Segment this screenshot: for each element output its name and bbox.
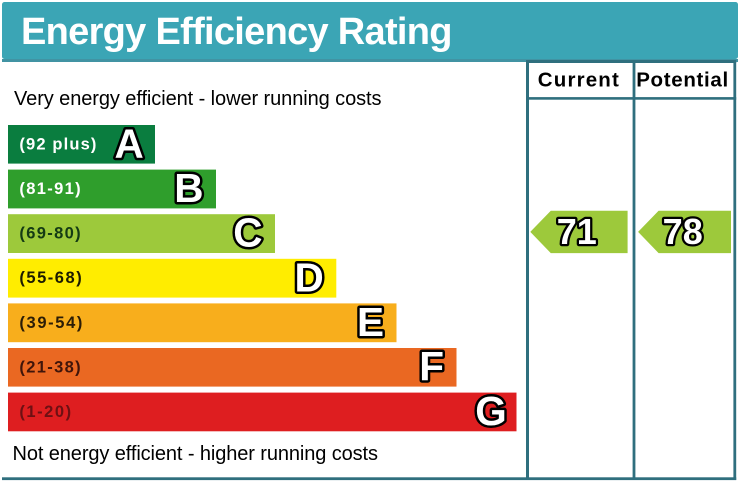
svg-text:(92 plus): (92 plus) [19,135,96,153]
svg-text:78: 78 [663,211,703,252]
svg-text:(39-54): (39-54) [19,314,82,332]
svg-text:A: A [115,121,144,167]
svg-text:G: G [475,388,507,434]
svg-text:71: 71 [557,211,597,252]
svg-text:(1-20): (1-20) [19,403,71,421]
svg-text:(21-38): (21-38) [19,358,80,376]
svg-text:(81-91): (81-91) [19,180,80,198]
svg-text:B: B [174,165,203,211]
svg-text:E: E [357,299,384,345]
svg-text:Not energy efficient - higher: Not energy efficient - higher running co… [13,443,379,465]
svg-text:Potential: Potential [636,69,728,92]
svg-text:(69-80): (69-80) [19,225,80,243]
svg-text:C: C [233,210,262,256]
svg-text:Very energy efficient - lower: Very energy efficient - lower running co… [14,88,382,110]
svg-text:Current: Current [538,69,619,92]
svg-text:F: F [419,344,444,390]
svg-text:(55-68): (55-68) [19,269,81,287]
svg-text:D: D [295,254,324,300]
svg-text:Energy Efficiency Rating: Energy Efficiency Rating [21,11,453,53]
